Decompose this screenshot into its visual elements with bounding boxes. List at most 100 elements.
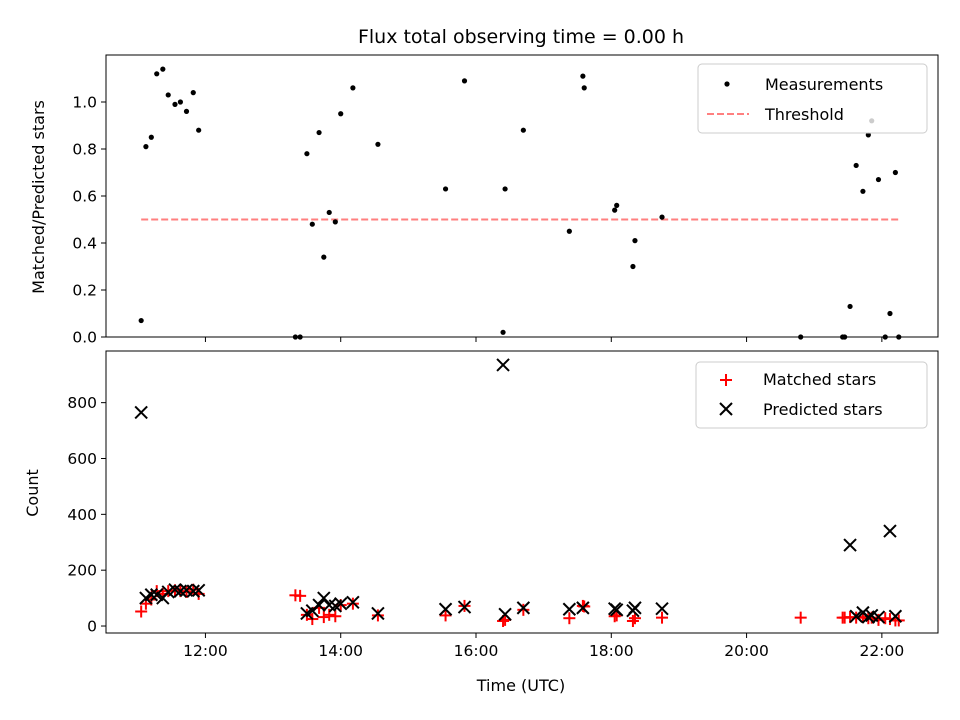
predicted-star-marker (496, 358, 510, 372)
legend-measurements-label: Measurements (765, 75, 883, 94)
predicted-star-marker (186, 584, 200, 598)
top-y-ticks: 0.0 0.2 0.4 0.6 0.8 1.0 (72, 94, 106, 347)
bottom-y-tick-label: 0 (87, 618, 97, 636)
predicted-star-marker (317, 591, 331, 605)
measurement-point (148, 134, 154, 140)
predicted-stars-points (134, 358, 903, 624)
predicted-star-marker (438, 602, 453, 616)
matched-star-marker (329, 610, 342, 623)
predicted-star-stroke (888, 609, 903, 623)
matched-star-marker (439, 609, 452, 622)
bottom-y-tick-label: 400 (67, 506, 97, 524)
measurement-point (160, 66, 166, 72)
predicted-star-stroke (179, 583, 194, 597)
bottom-y-tick-label: 800 (67, 394, 97, 412)
predicted-star-stroke (191, 583, 206, 597)
predicted-star-marker (843, 538, 857, 552)
matched-star-marker (626, 614, 639, 627)
bottom-x-tick-label: 18:00 (589, 642, 634, 660)
predicted-star-stroke (576, 601, 590, 615)
predicted-star-stroke (144, 588, 159, 602)
predicted-star-stroke (498, 607, 512, 622)
predicted-star-stroke (168, 583, 182, 597)
predicted-star-stroke (609, 603, 624, 617)
measurement-point (154, 71, 160, 77)
measurement-point (865, 132, 871, 138)
measurement-point (375, 141, 381, 147)
top-panel: 0.0 0.2 0.4 0.6 0.8 1.0 Matched/Predicted sta… (29, 54, 939, 347)
matched-star-marker (317, 611, 330, 624)
chart-title: Flux total observing time = 0.00 h (358, 26, 684, 48)
bottom-y-tick-label: 600 (67, 450, 97, 468)
top-y-axis-label: Matched/Predicted stars (29, 100, 48, 294)
measurement-point (165, 92, 171, 98)
top-y-tick-label: 0.6 (72, 188, 97, 206)
matched-star-marker (499, 613, 512, 626)
predicted-star-stroke (134, 405, 148, 420)
predicted-star-marker (144, 588, 159, 602)
legend-matched-label: Matched stars (763, 370, 876, 389)
top-y-tick-label: 0.0 (72, 329, 97, 347)
measurement-point (520, 127, 526, 133)
predicted-star-marker (191, 583, 206, 597)
matched-star-marker (563, 612, 576, 625)
legend-predicted-marker (719, 402, 733, 416)
measurement-point (875, 176, 882, 183)
top-y-tick-label: 0.2 (72, 282, 97, 300)
predicted-star-stroke (496, 358, 510, 372)
predicted-star-stroke (186, 584, 200, 598)
matched-star-marker (294, 589, 307, 602)
predicted-star-marker (609, 603, 624, 617)
measurement-point (566, 228, 572, 234)
measurement-point (659, 214, 665, 220)
bottom-x-tick-label: 14:00 (318, 642, 363, 660)
measurement-point (196, 127, 202, 133)
matched-star-marker (656, 611, 669, 624)
predicted-star-stroke (871, 610, 886, 624)
predicted-star-marker (861, 610, 876, 624)
bottom-legend: Matched stars Predicted stars (695, 361, 928, 429)
measurement-point (461, 78, 468, 84)
predicted-star-marker (498, 607, 512, 622)
predicted-star-marker (576, 601, 590, 615)
predicted-star-marker (312, 598, 326, 612)
measurement-point (500, 329, 506, 335)
measurement-point (887, 310, 893, 317)
measurement-point (304, 151, 310, 157)
matched-star-marker (135, 605, 148, 618)
matched-star-marker (794, 611, 807, 624)
legend-predicted-label: Predicted stars (763, 400, 883, 419)
predicted-star-stroke (346, 595, 360, 609)
measurement-point (138, 317, 144, 324)
measurement-point (892, 169, 898, 176)
predicted-star-stroke (317, 591, 331, 605)
bottom-panel: 0 200 400 600 800 12:00 14:00 16:00 18:00 20:00 2… (23, 350, 939, 695)
measurement-point (853, 162, 859, 169)
matched-star-marker (628, 612, 641, 625)
bottom-x-tick-label: 16:00 (454, 642, 499, 660)
predicted-star-stroke (371, 606, 385, 621)
measurement-point (326, 209, 332, 216)
predicted-star-marker (150, 588, 164, 602)
measurement-point (190, 90, 196, 96)
top-legend-box (697, 63, 928, 134)
top-legend: Measurements Threshold (697, 63, 928, 134)
measurement-point (177, 99, 184, 105)
predicted-star-stroke (883, 524, 897, 538)
predicted-star-marker (371, 606, 385, 621)
bottom-y-ticks: 0 200 400 600 800 (67, 394, 106, 636)
predicted-star-stroke (843, 538, 857, 552)
measurement-points (138, 66, 902, 340)
measurement-point (316, 129, 322, 136)
measurement-point (502, 186, 508, 192)
bottom-x-ticks: 12:00 14:00 16:00 18:00 20:00 22:00 (183, 633, 904, 660)
top-y-tick-label: 0.8 (72, 141, 97, 159)
predicted-star-stroke (562, 602, 577, 616)
predicted-star-marker (888, 609, 903, 623)
measurement-point (172, 101, 178, 107)
predicted-star-stroke (334, 596, 348, 611)
measurement-point (442, 186, 449, 192)
matched-star-marker (517, 603, 530, 616)
measurement-point (860, 188, 866, 194)
